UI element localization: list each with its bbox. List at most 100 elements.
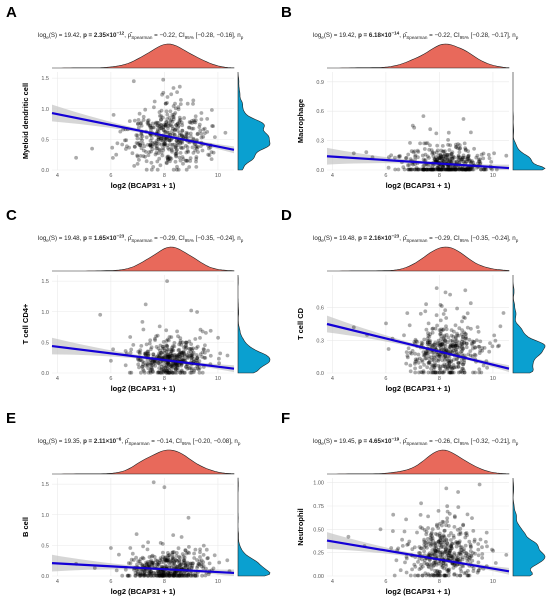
data-point [468,167,473,172]
data-point [183,344,188,349]
data-point [439,333,444,338]
data-point [477,344,482,349]
data-point [476,344,481,349]
data-point [171,344,175,349]
data-point [158,370,163,375]
data-point [454,336,458,341]
data-point [454,339,459,343]
data-point [425,562,430,567]
data-point [141,148,146,153]
data-point [111,113,116,117]
data-point [172,344,177,349]
data-point [460,337,465,342]
data-point [136,125,141,130]
data-point [429,542,434,546]
data-point [162,571,167,575]
data-point [200,350,205,355]
stats-subtitle: loge(S) = 19.42, p = 6.18×10−14, ρ̂Spear… [313,30,519,39]
data-point [404,350,409,354]
data-point [164,573,169,578]
data-point [179,535,184,539]
data-point [188,573,193,578]
x-tick-label: 10 [215,579,221,585]
data-point [150,563,155,567]
data-point [180,133,185,138]
data-point [203,356,208,360]
data-point [146,363,150,368]
data-point [154,146,159,151]
data-point [494,167,499,172]
data-point [449,333,454,338]
data-point [413,370,418,375]
data-point [74,155,78,160]
data-point [161,340,166,344]
data-point [151,570,156,575]
x-tick-label: 8 [163,173,166,179]
data-point [473,353,478,358]
data-point [168,363,173,367]
data-point [138,351,142,356]
x-tick-label: 10 [490,376,496,382]
data-point [183,548,188,553]
data-point [421,167,426,172]
data-point [149,560,154,565]
data-point [171,573,176,578]
data-point [204,566,208,571]
data-point [174,558,179,563]
data-point [205,556,210,561]
y-tick-label: 1.00 [313,481,324,487]
data-point [196,562,201,566]
data-point [412,545,417,550]
data-point [157,366,162,370]
data-point [458,573,463,578]
data-point [437,344,442,348]
data-point [443,573,448,578]
x-tick-label: 4 [56,173,59,179]
data-point [421,114,426,118]
data-point [152,360,157,365]
data-point [458,573,463,578]
data-point [142,563,147,568]
data-point [471,167,476,172]
data-point [177,559,182,564]
data-point [207,146,211,151]
data-point [460,348,464,353]
data-point [171,357,176,361]
data-point [160,572,165,577]
data-point [167,130,171,135]
data-point [184,343,189,348]
data-point [426,321,431,326]
data-point [148,368,153,372]
data-point [171,570,176,575]
data-point [175,143,180,148]
data-point [225,353,230,358]
data-point [188,131,193,136]
data-point [454,160,459,165]
data-point [166,126,170,131]
panel-letter: F [281,410,290,427]
data-point [167,147,172,152]
data-point [173,367,178,372]
data-point [185,564,190,568]
data-point [404,556,409,561]
data-point [156,135,161,140]
x-tick-label: 10 [490,173,496,179]
data-point [161,571,166,576]
data-point [166,560,171,565]
data-point [431,326,435,331]
data-point [139,131,144,136]
data-point [449,151,454,156]
data-point [163,555,168,560]
data-point [441,154,445,159]
data-point [166,121,171,126]
data-point [416,167,421,172]
data-point [194,346,199,350]
data-point [436,353,441,357]
data-point [406,167,411,172]
data-point [393,167,398,172]
data-point [449,344,453,349]
data-point [156,121,161,125]
data-point [437,357,442,362]
data-point [464,167,468,172]
data-point [437,340,442,345]
